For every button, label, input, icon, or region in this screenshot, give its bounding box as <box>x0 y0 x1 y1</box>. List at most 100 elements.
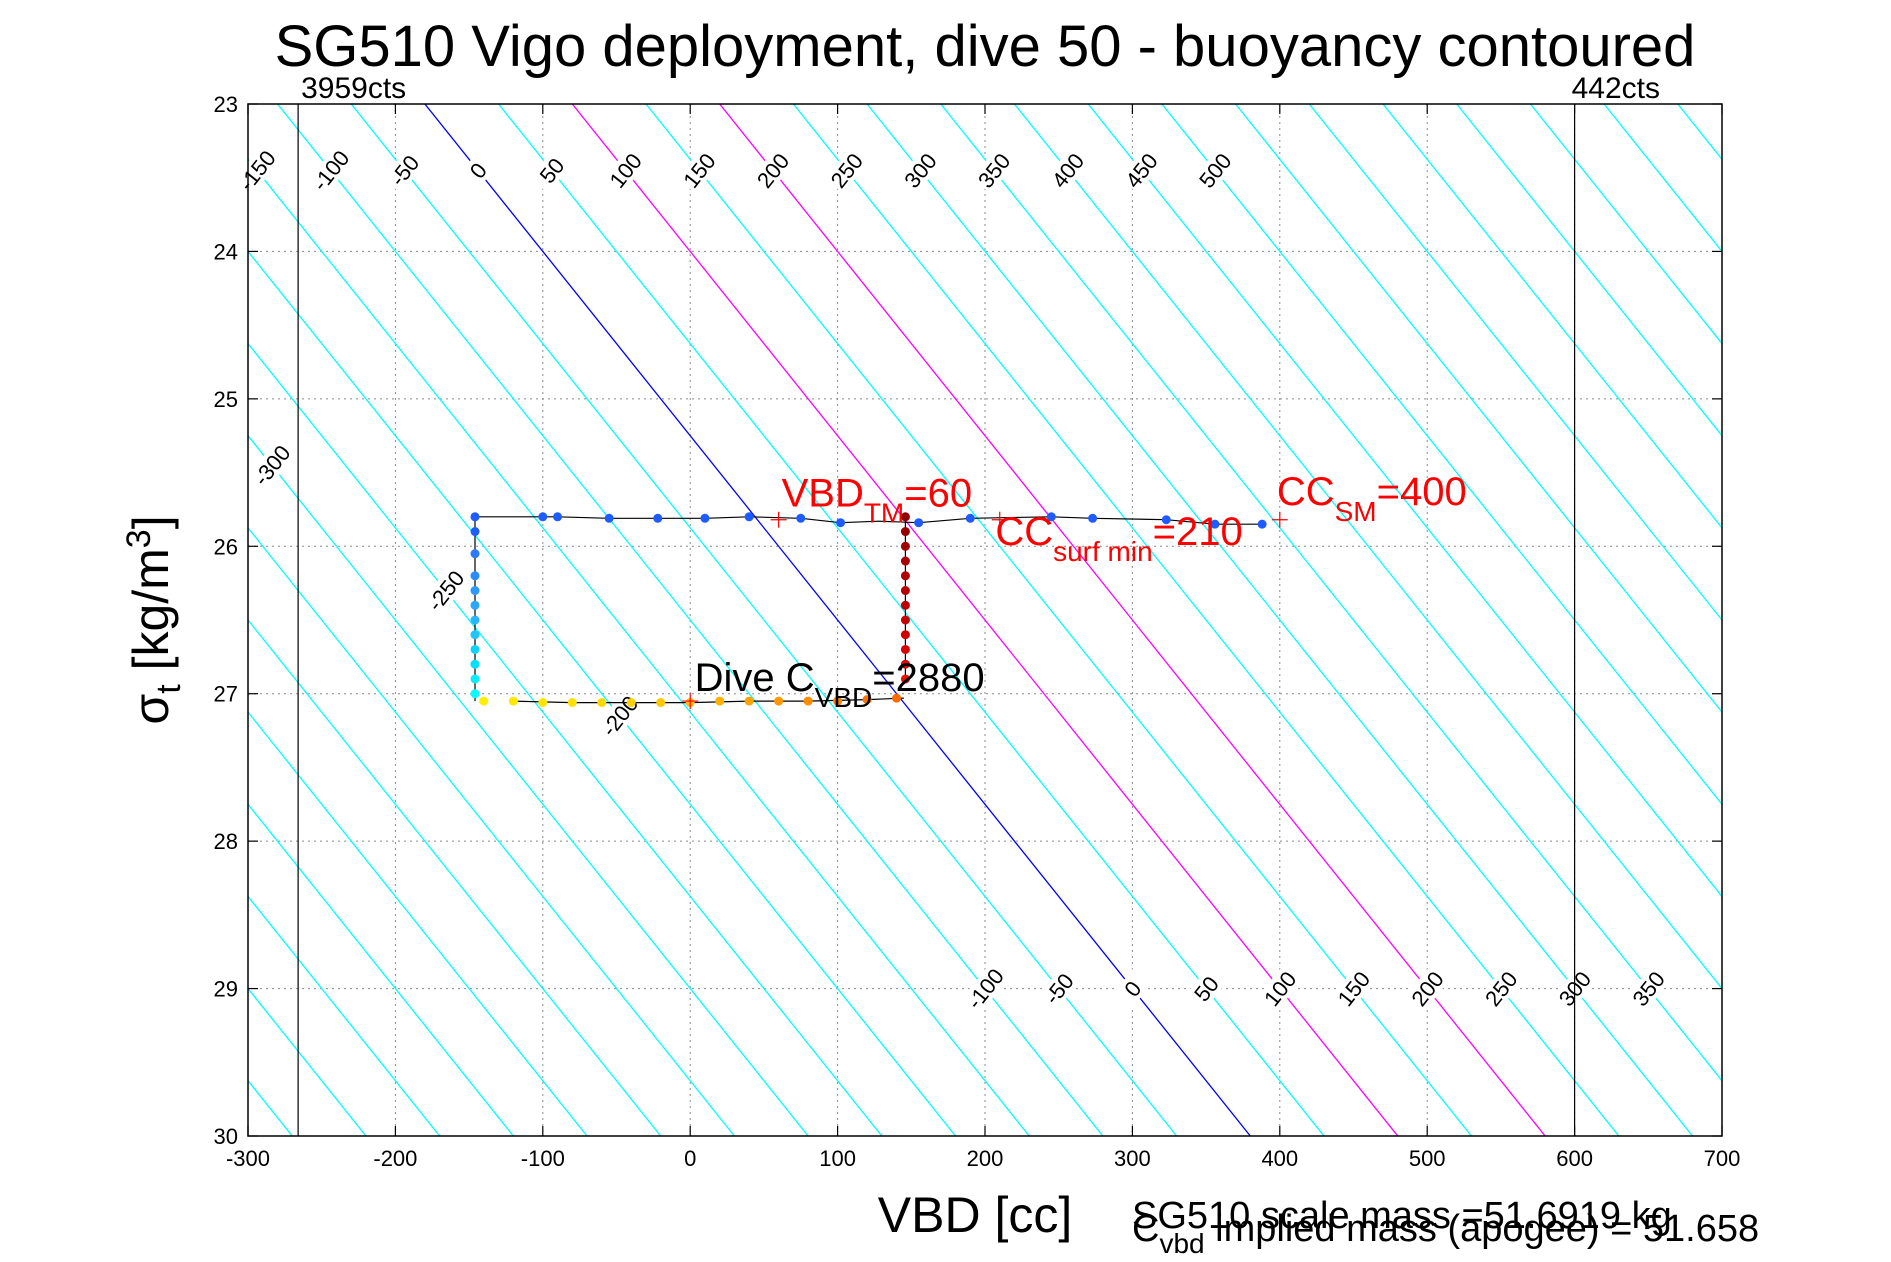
y-tick-label-23: 23 <box>214 92 238 117</box>
contour-label-bottom-0-bg <box>1110 965 1155 1012</box>
y-tick-label-29: 29 <box>214 977 238 1002</box>
contour-line-600 <box>1308 104 1722 622</box>
data-point-7 <box>796 513 806 523</box>
contour-label-top--150-bg <box>234 147 279 194</box>
cc-surf-min-annotation-part-2: =210 <box>1153 510 1243 554</box>
data-point-4 <box>653 513 663 523</box>
y-label-superscript: 3 <box>120 529 158 548</box>
data-point-23 <box>470 644 480 654</box>
dive-cvbd-annotation-part-2: =2880 <box>872 656 984 700</box>
data-point-3 <box>604 513 614 523</box>
contour-label-top-0-group: 0 <box>456 147 500 194</box>
y-label-unit: [kg/m <box>123 548 179 684</box>
y-label-symbol: σ <box>123 694 179 725</box>
contour-line-700 <box>1456 104 1722 437</box>
data-point-17 <box>470 549 480 559</box>
data-point-32 <box>626 698 636 708</box>
data-point-25 <box>470 674 480 684</box>
contour-line-650 <box>1382 104 1722 529</box>
contour-line--150 <box>248 158 1030 1136</box>
contour-line--500 <box>248 803 514 1136</box>
contour-label-top-250-bg <box>824 147 869 194</box>
cc-sm-annotation-part-1: SM <box>1335 496 1377 527</box>
dive-cvbd-annotation-part-0: Dive C <box>695 656 815 700</box>
data-point-50 <box>900 556 910 566</box>
contour-label-top-50-bg <box>529 147 574 194</box>
data-point-13 <box>1161 515 1171 525</box>
data-point-33 <box>656 698 666 708</box>
axis-ticks: -300 -200 -100 0 100 200 300 400 500 600 700232425… <box>214 92 1741 1171</box>
contour-line-100 <box>571 104 1399 1136</box>
data-point-40 <box>862 695 872 705</box>
x-tick-label--300: -300 <box>226 1146 270 1171</box>
contour-line-300 <box>866 104 1694 1136</box>
contour-label-top-100-bg <box>603 147 648 194</box>
data-point-38 <box>803 696 813 706</box>
contour-line-250 <box>792 104 1620 1136</box>
cc-sm-annotation-part-0: CC <box>1277 470 1335 514</box>
data-point-0 <box>470 512 480 522</box>
vbd-limit-label-1: 442cts <box>1572 72 1660 105</box>
vbd-tm-annotation-part-2: =60 <box>904 471 972 515</box>
data-point-45 <box>900 630 910 640</box>
contour-label-top-150-bg <box>677 147 721 194</box>
data-point-26 <box>470 689 480 699</box>
data-point-2 <box>553 512 563 522</box>
contour-line--300 <box>248 434 809 1136</box>
contour-label-top--300-bg <box>249 442 294 489</box>
contour-label-top-0-bg <box>456 147 500 194</box>
contour-label-bottom-350-bg <box>1626 965 1671 1012</box>
x-tick-label-0: 0 <box>684 1146 696 1171</box>
vbd-tm-annotation-part-1: TM <box>864 497 904 528</box>
data-point-39 <box>833 696 843 706</box>
data-point-24 <box>470 659 480 669</box>
contour-label-bottom--100-bg <box>963 965 1007 1012</box>
data-point-6 <box>744 512 754 522</box>
cc-surf-min-annotation: CCsurf min=210 <box>995 510 1242 567</box>
chart-title: SG510 Vigo deployment, dive 50 - buoyanc… <box>275 14 1696 79</box>
x-tick-label-300: 300 <box>1114 1146 1151 1171</box>
vbd-tm-annotation: VBDTM=60 <box>782 471 973 528</box>
contour-label-bottom-250-bg <box>1479 965 1523 1012</box>
y-label-subscript: t <box>150 684 188 694</box>
dive-cvbd-annotation-part-1: VBD <box>815 682 873 713</box>
contour-label-top-400-bg <box>1045 147 1090 194</box>
scale-mass-text: SG510 scale mass =51.6919 kg <box>1132 1195 1672 1237</box>
contour-label-bottom-100-bg <box>1257 965 1302 1012</box>
x-tick-label-400: 400 <box>1261 1146 1298 1171</box>
contour-label-top-450-bg <box>1119 147 1164 194</box>
data-point-43 <box>900 659 910 669</box>
data-point-48 <box>900 586 910 596</box>
contour-line--200 <box>248 250 957 1136</box>
data-point-37 <box>774 696 784 706</box>
vbd-limit-lines: 3959cts 442cts <box>297 72 1660 1136</box>
x-tick-label--200: -200 <box>373 1146 417 1171</box>
contour-line-200 <box>719 104 1546 1136</box>
x-axis-label: VBD [cc] <box>878 1187 1072 1243</box>
y-tick-label-24: 24 <box>214 239 238 264</box>
cc-sm-annotation: CCSM=400 <box>1277 470 1467 527</box>
implied-mass-text: Cvbd implied mass (apogee) = 51.658 <box>1132 1208 1759 1259</box>
data-point-1 <box>538 512 548 522</box>
contour-line--100 <box>276 104 1104 1136</box>
data-point-22 <box>470 630 480 640</box>
contour-line--450 <box>248 711 588 1136</box>
data-point-9 <box>914 518 924 528</box>
contour-line-350 <box>940 104 1722 1082</box>
data-point-19 <box>470 586 480 596</box>
implied-mass-rest: implied mass (apogee) = 51.658 <box>1205 1208 1760 1250</box>
y-tick-label-26: 26 <box>214 534 238 559</box>
contour-label-top-350-bg <box>971 147 1016 194</box>
y-tick-label-25: 25 <box>214 387 238 412</box>
contour-line-400 <box>1013 104 1722 990</box>
vbd-limit-label-0: 3959cts <box>301 72 406 105</box>
contour-line--50 <box>350 104 1178 1136</box>
contour-line-0 <box>424 104 1251 1136</box>
data-point-27 <box>479 696 489 706</box>
data-point-21 <box>470 615 480 625</box>
data-point-12 <box>1088 513 1098 523</box>
data-point-35 <box>715 696 725 706</box>
contour-label-top-200-bg <box>750 147 795 194</box>
contour-line-50 <box>498 104 1325 1136</box>
